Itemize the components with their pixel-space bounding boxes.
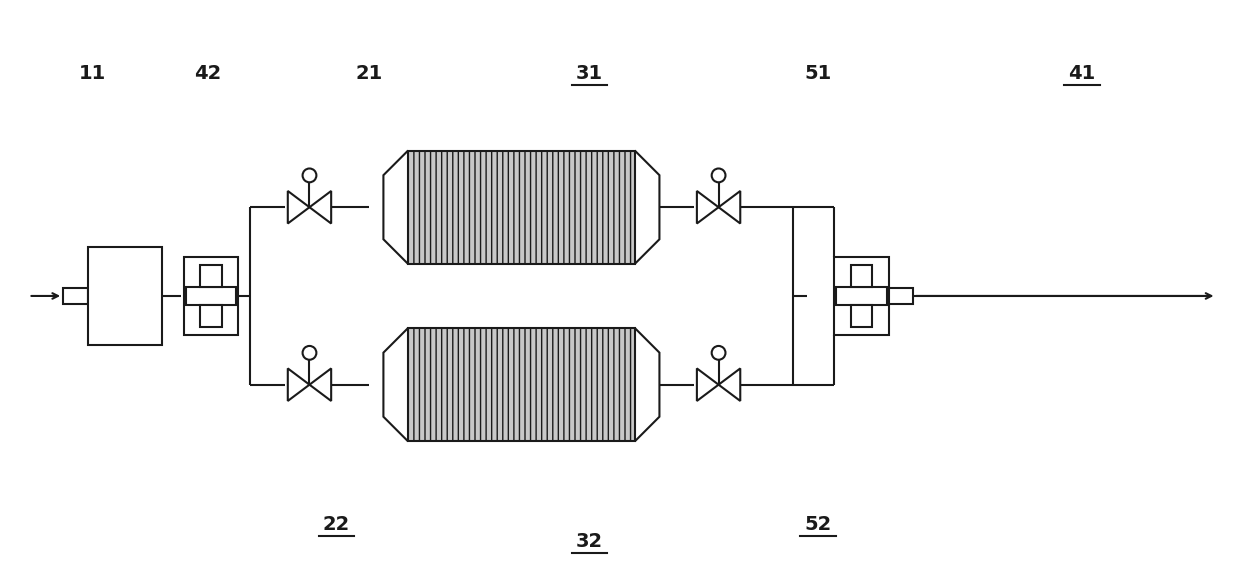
Bar [88,247,161,345]
Polygon shape [718,191,740,223]
Bar [835,257,889,335]
Text: 42: 42 [195,64,222,83]
Polygon shape [310,369,331,401]
Polygon shape [383,328,408,441]
Bar [408,151,635,264]
Text: 32: 32 [575,532,603,551]
Bar [851,265,873,287]
Polygon shape [635,328,660,441]
Bar [184,257,238,335]
Bar [851,305,873,326]
Bar [200,265,222,287]
Bar [889,288,914,304]
Circle shape [712,169,725,182]
Text: 11: 11 [78,64,105,83]
Bar [836,287,887,305]
Polygon shape [697,191,718,223]
Polygon shape [697,369,718,401]
Text: 41: 41 [1069,64,1096,83]
Text: 52: 52 [805,515,832,534]
Bar [408,328,635,441]
Text: 21: 21 [356,64,383,83]
Text: 22: 22 [322,515,350,534]
Polygon shape [288,191,310,223]
Circle shape [303,169,316,182]
Bar [63,288,88,304]
Circle shape [712,346,725,360]
Circle shape [303,346,316,360]
Text: 51: 51 [805,64,832,83]
Text: 31: 31 [575,64,603,83]
Polygon shape [383,151,408,264]
Bar [200,305,222,326]
Bar [186,287,236,305]
Polygon shape [718,369,740,401]
Polygon shape [310,191,331,223]
Polygon shape [288,369,310,401]
Polygon shape [635,151,660,264]
